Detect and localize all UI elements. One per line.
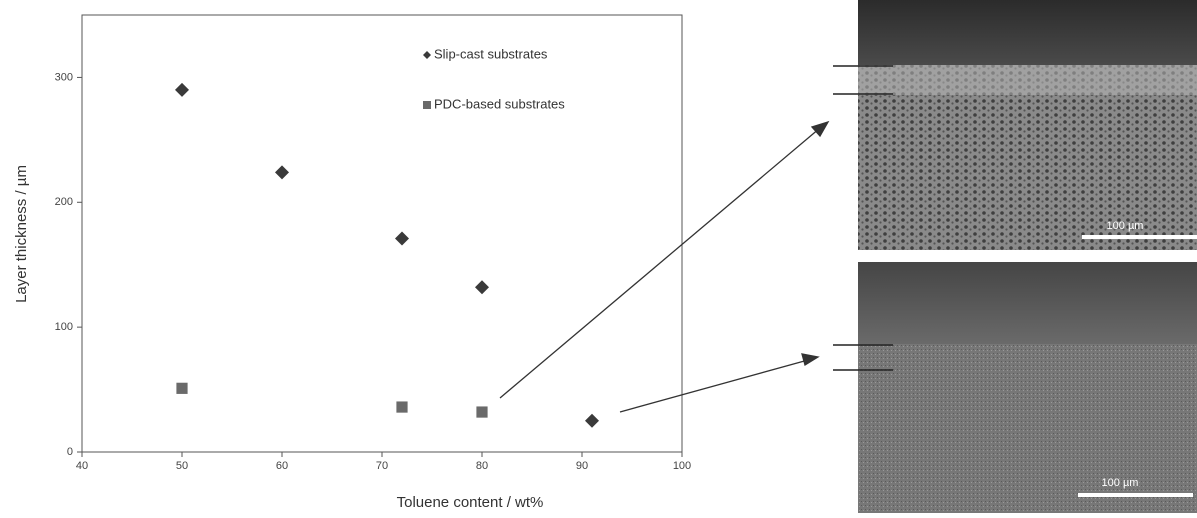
y-tick-label: 0 (67, 446, 73, 458)
scale-bar-label: 100 µm (1107, 220, 1144, 232)
data-point (395, 231, 409, 245)
x-tick-label: 100 (673, 460, 691, 472)
y-tick-label: 300 (55, 71, 73, 83)
sem-top (858, 0, 1197, 250)
data-point (396, 401, 407, 412)
plot: 40 50 60 70 80 90 100 0 100 200 300 Slip-cast subst… (55, 46, 692, 471)
data-point (176, 383, 187, 394)
arrows (500, 122, 828, 412)
x-tick-label: 40 (76, 460, 88, 472)
x-axis-label: Toluene content / wt% (397, 494, 544, 511)
data-point (476, 406, 487, 417)
x-tick-label: 50 (176, 460, 188, 472)
x-tick-label: 60 (276, 460, 288, 472)
data-point (175, 83, 189, 97)
data-point (275, 165, 289, 179)
legend-label: PDC-based substrates (434, 96, 565, 111)
sem-bottom (858, 262, 1197, 513)
legend-marker (423, 51, 431, 59)
legend-marker (423, 101, 431, 109)
x-tick-label: 70 (376, 460, 388, 472)
y-tick-label: 100 (55, 321, 73, 333)
y-tick-label: 200 (55, 196, 73, 208)
x-tick-label: 80 (476, 460, 488, 472)
scale-bar-label: 100 µm (1102, 477, 1139, 489)
legend-label: Slip-cast substrates (434, 46, 548, 61)
x-tick-label: 90 (576, 460, 588, 472)
data-point (475, 280, 489, 294)
y-axis-label: Layer thickness / µm (13, 165, 30, 303)
plot-frame (82, 15, 682, 452)
figure: Toluene content / wt% Layer thickness / … (0, 0, 1197, 513)
data-point (585, 414, 599, 428)
separator (858, 250, 1197, 262)
